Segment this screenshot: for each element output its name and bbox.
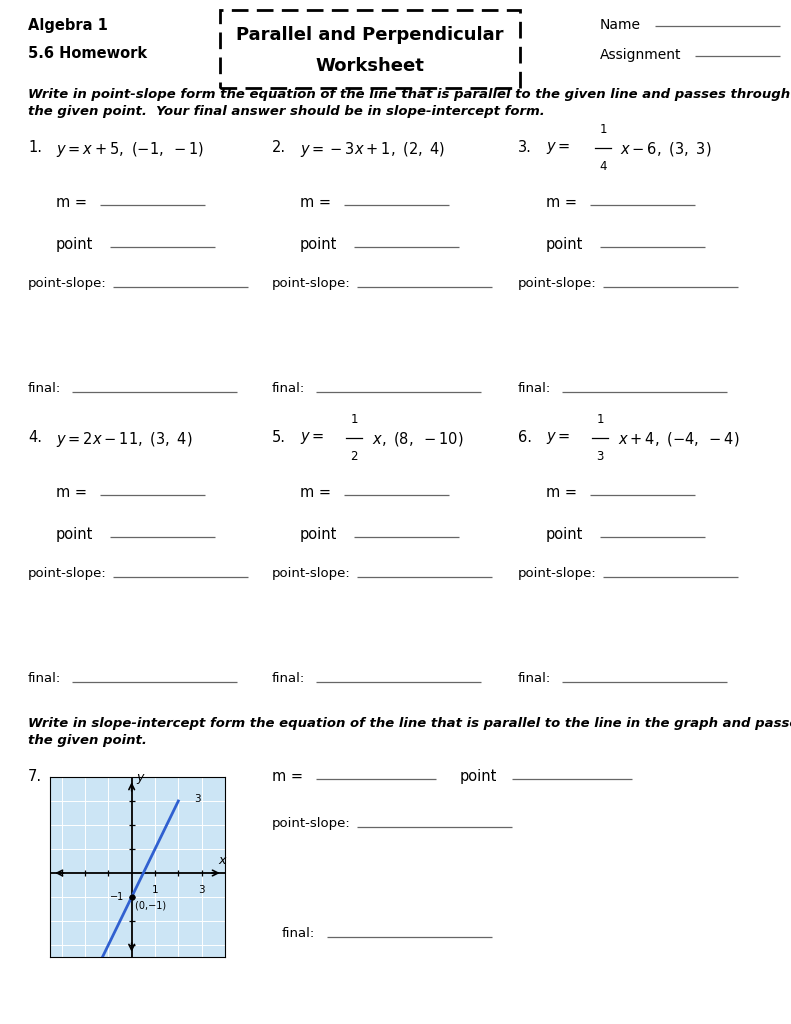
Text: point-slope:: point-slope: xyxy=(28,567,107,580)
Text: point-slope:: point-slope: xyxy=(28,278,107,290)
Text: point-slope:: point-slope: xyxy=(272,817,350,830)
Text: $x - 6,\ (3,\ 3)$: $x - 6,\ (3,\ 3)$ xyxy=(620,140,711,158)
Text: point: point xyxy=(300,527,338,542)
Text: Name: Name xyxy=(600,18,641,32)
Text: $y = x + 5,\ (-1,\ -1)$: $y = x + 5,\ (-1,\ -1)$ xyxy=(56,140,204,159)
Text: point-slope:: point-slope: xyxy=(272,567,350,580)
Text: final:: final: xyxy=(28,672,61,685)
Text: m =: m = xyxy=(546,485,581,500)
Text: 1.: 1. xyxy=(28,140,42,155)
Text: $y = -3x + 1,\ (2,\ 4)$: $y = -3x + 1,\ (2,\ 4)$ xyxy=(300,140,445,159)
Text: Write in slope-intercept form the equation of the line that is parallel to the l: Write in slope-intercept form the equati… xyxy=(28,717,791,748)
Text: 2.: 2. xyxy=(272,140,286,155)
Text: point-slope:: point-slope: xyxy=(518,278,596,290)
Text: m =: m = xyxy=(300,195,335,210)
Text: 5.: 5. xyxy=(272,430,286,445)
Text: m =: m = xyxy=(272,769,308,784)
Text: $y =$: $y =$ xyxy=(546,430,570,446)
Text: Worksheet: Worksheet xyxy=(316,57,425,75)
Text: point-slope:: point-slope: xyxy=(272,278,350,290)
Text: 3: 3 xyxy=(596,450,604,463)
Text: m =: m = xyxy=(56,195,92,210)
Text: 1: 1 xyxy=(600,123,607,136)
Text: point: point xyxy=(56,237,93,252)
Text: Assignment: Assignment xyxy=(600,48,682,62)
Text: 2: 2 xyxy=(350,450,358,463)
Text: 4: 4 xyxy=(600,160,607,173)
Text: 3.: 3. xyxy=(518,140,532,155)
Text: $y =$: $y =$ xyxy=(300,430,324,446)
Text: point: point xyxy=(300,237,338,252)
Text: m =: m = xyxy=(300,485,335,500)
Text: point-slope:: point-slope: xyxy=(518,567,596,580)
Text: final:: final: xyxy=(518,672,551,685)
Text: 4.: 4. xyxy=(28,430,42,445)
Text: final:: final: xyxy=(272,672,305,685)
Text: $x,\ (8,\ -10)$: $x,\ (8,\ -10)$ xyxy=(372,430,464,447)
Text: point: point xyxy=(546,237,584,252)
Text: final:: final: xyxy=(28,382,61,395)
Text: m =: m = xyxy=(546,195,581,210)
Text: $y = 2x - 11,\ (3,\ 4)$: $y = 2x - 11,\ (3,\ 4)$ xyxy=(56,430,193,449)
Text: point: point xyxy=(546,527,584,542)
Text: 1: 1 xyxy=(596,413,604,426)
Text: 6.: 6. xyxy=(518,430,532,445)
Text: point: point xyxy=(460,769,498,784)
Text: final:: final: xyxy=(272,382,305,395)
Text: 7.: 7. xyxy=(28,769,42,784)
Text: final:: final: xyxy=(518,382,551,395)
FancyBboxPatch shape xyxy=(220,10,520,88)
Text: $x + 4,\ (-4,\ -4)$: $x + 4,\ (-4,\ -4)$ xyxy=(618,430,740,447)
Text: Write in point-slope form the equation of the line that is parallel to the given: Write in point-slope form the equation o… xyxy=(28,88,790,119)
Text: Parallel and Perpendicular: Parallel and Perpendicular xyxy=(237,26,504,44)
Text: m =: m = xyxy=(56,485,92,500)
Text: $y =$: $y =$ xyxy=(546,140,570,156)
Text: point: point xyxy=(56,527,93,542)
Text: 5.6 Homework: 5.6 Homework xyxy=(28,46,147,61)
Text: 1: 1 xyxy=(350,413,358,426)
Text: Algebra 1: Algebra 1 xyxy=(28,18,108,33)
Text: final:: final: xyxy=(282,927,316,940)
